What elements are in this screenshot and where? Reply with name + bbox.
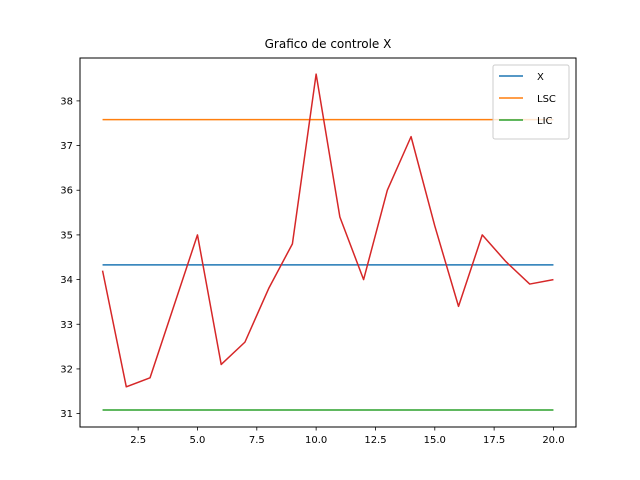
x-tick-label: 12.5 xyxy=(364,435,386,446)
x-tick-label: 15.0 xyxy=(424,435,446,446)
x-tick-label: 20.0 xyxy=(542,435,564,446)
legend: X LSC LIC xyxy=(492,64,570,140)
plot-lines xyxy=(101,73,554,411)
x-tick-label: 5.0 xyxy=(190,435,206,446)
x-tick-label: 17.5 xyxy=(483,435,505,446)
legend-label-x: X xyxy=(537,72,544,83)
plot-frame xyxy=(79,57,577,428)
x-tick-label: 2.5 xyxy=(130,435,146,446)
y-tick-label: 31 xyxy=(60,409,73,420)
y-tick-label: 33 xyxy=(60,320,73,331)
y-tick-label: 32 xyxy=(60,364,73,375)
y-tick-label: 37 xyxy=(60,141,73,152)
y-tick-label: 35 xyxy=(60,230,73,241)
chart-title: Grafico de controle X xyxy=(265,37,392,51)
x-axis: 2.5 5.0 7.5 10.0 12.5 15.0 17.5 20.0 xyxy=(130,427,565,446)
y-axis: 31 32 33 34 35 36 37 38 xyxy=(60,96,80,420)
y-tick-label: 36 xyxy=(60,186,73,197)
legend-label-lsc: LSC xyxy=(537,94,556,105)
x-tick-label: 7.5 xyxy=(249,435,265,446)
y-tick-label: 34 xyxy=(60,275,73,286)
x-tick-label: 10.0 xyxy=(305,435,327,446)
y-tick-label: 38 xyxy=(60,96,73,107)
legend-label-lic: LIC xyxy=(537,116,553,127)
series-line-data xyxy=(101,73,554,388)
